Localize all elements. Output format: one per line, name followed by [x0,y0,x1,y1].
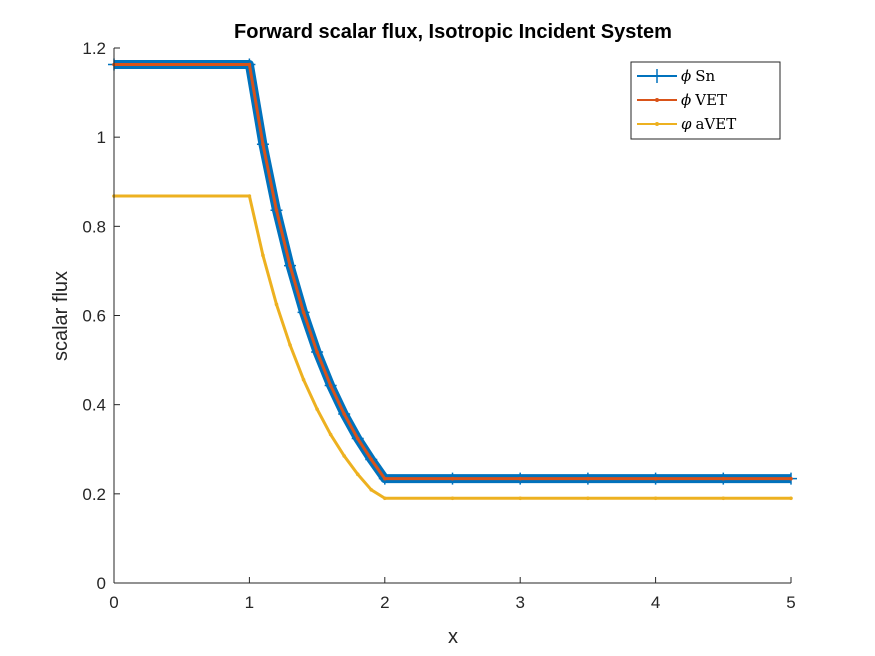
x-tick-label: 5 [786,593,795,612]
data-point [586,496,590,501]
data-point [274,302,279,307]
x-tick-label: 1 [245,593,254,612]
data-point [383,496,387,501]
legend-label: ϕ Sn [681,67,716,85]
legend-text: aVET [696,115,737,133]
legend-text: Sn [695,67,715,85]
y-tick-label: 1 [97,128,106,147]
legend-marker [655,98,659,102]
x-tick-label: 3 [515,593,524,612]
data-point [342,454,346,458]
data-point [301,377,306,382]
series-3 [112,194,793,501]
legend-text: VET [694,91,727,109]
data-point [789,476,793,481]
data-point [721,476,726,481]
legend-symbol: ϕ [681,67,691,85]
data-point [342,412,346,416]
data-point [653,476,658,481]
data-point [518,496,522,501]
data-point [247,194,252,198]
data-point [261,253,265,258]
legend-marker [651,69,663,83]
series-line [114,194,791,500]
x-axis-label: x [448,626,458,648]
y-tick-label: 0 [97,574,106,593]
y-tick-label: 0.8 [82,217,106,236]
data-point [450,476,455,481]
y-tick-label: 0.6 [82,307,106,326]
data-point [288,263,292,268]
axes: 0 1 2 3 4 5 0 0.2 0.4 0.6 0.8 1 1.2 [82,39,795,612]
legend-label: ϕ VET [681,91,727,109]
data-point [653,496,658,501]
data-point [369,488,374,492]
y-tick-label: 0.4 [82,396,106,415]
legend-entry-3[interactable]: φ aVET [637,115,736,133]
data-point [355,472,360,477]
data-point [383,476,387,481]
data-point [328,432,333,437]
legend-label: φ aVET [681,115,736,133]
legend-symbol: φ [681,115,692,133]
legend-symbol: ϕ [681,91,691,109]
data-point [315,350,319,354]
data-point [450,496,455,501]
legend-entry-1[interactable]: ϕ Sn [637,67,716,85]
data-point [247,62,252,67]
data-point [369,457,374,462]
data-point [274,208,279,213]
legend-marker [655,122,659,126]
data-point [586,476,590,481]
data-point [288,343,292,347]
x-tick-label: 2 [380,593,389,612]
data-point [261,142,265,147]
series-line [114,63,791,481]
x-tick-label: 0 [109,593,118,612]
x-tick-label: 4 [651,593,660,612]
series-2 [112,62,793,481]
plot-area [108,58,797,501]
y-axis-label: scalar flux [50,271,72,361]
data-point [789,496,793,501]
data-point [721,496,726,501]
data-point [355,436,360,441]
data-point [301,310,306,315]
y-tick-label: 0.2 [82,485,106,504]
data-point [518,476,522,481]
data-point [328,383,333,388]
y-tick-label: 1.2 [82,39,106,58]
legend-entry-2[interactable]: ϕ VET [637,91,727,109]
data-point [315,407,319,411]
chart-title: Forward scalar flux, Isotropic Incident … [234,21,672,43]
